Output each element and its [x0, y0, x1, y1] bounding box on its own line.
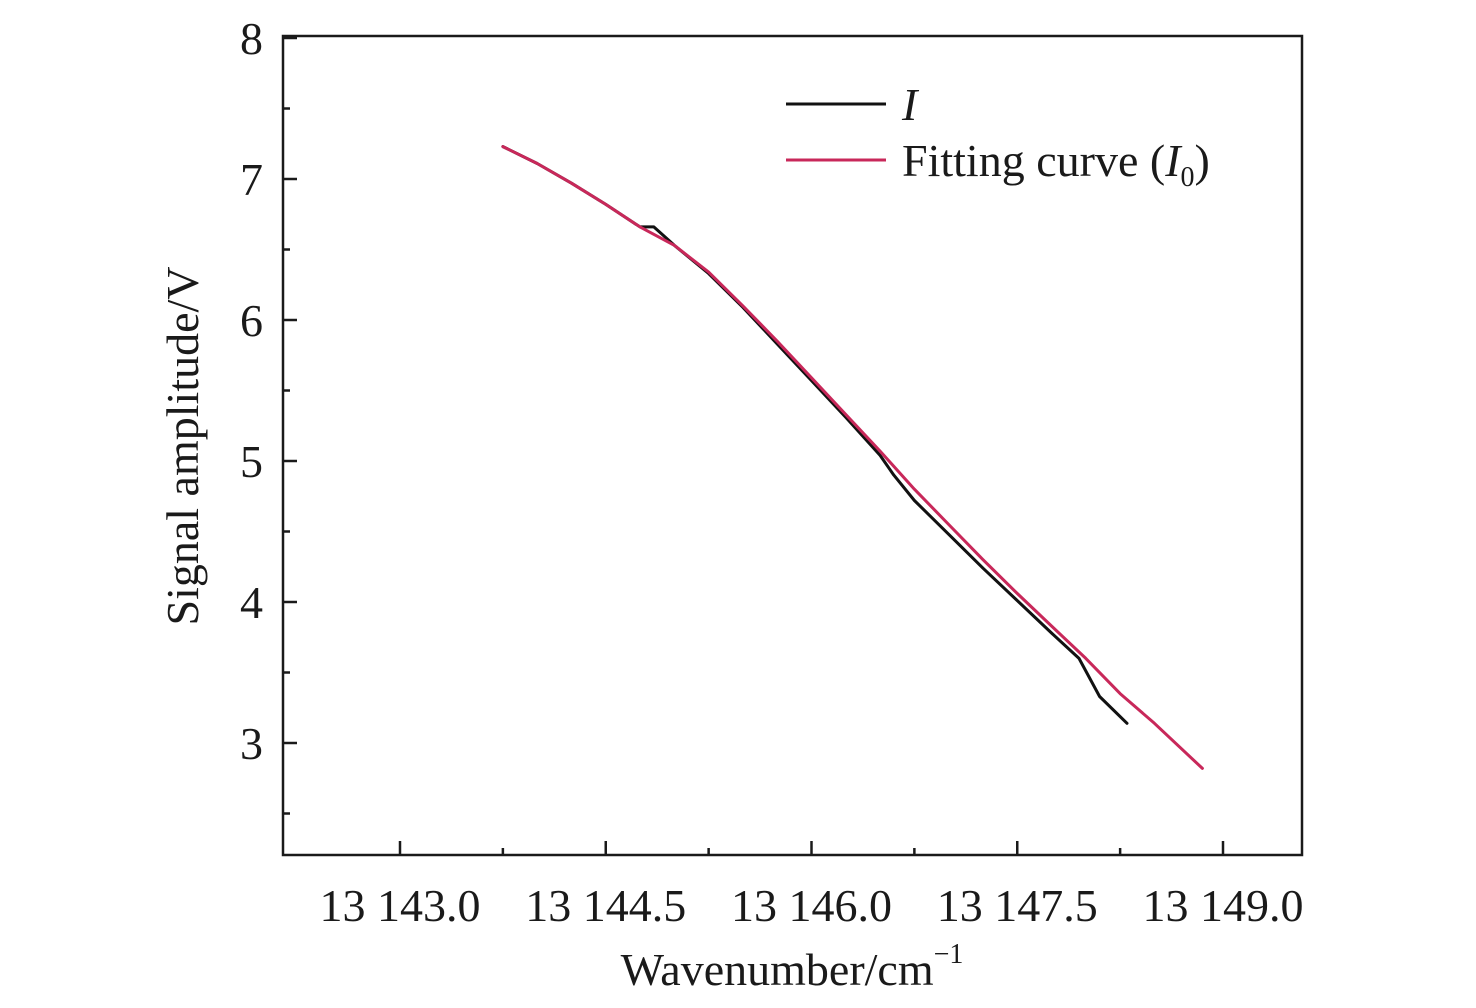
legend-label-fit-symbol: I: [1164, 135, 1183, 186]
x-tick-label: 13 147.5: [937, 880, 1098, 931]
legend-label-fit-subscript: 0: [1181, 162, 1195, 193]
x-axis-title-exponent: −1: [934, 939, 964, 970]
y-tick-label: 7: [240, 154, 263, 205]
x-axis-title-base: Wavenumber/cm: [621, 944, 934, 995]
legend-label-fit-name: Fitting curve: [902, 135, 1138, 186]
plot-frame: [281, 34, 1304, 857]
legend: I Fitting curve (I0): [786, 79, 1210, 193]
x-tick-label: 13 144.5: [525, 880, 686, 931]
legend-label-fit-close: ): [1195, 135, 1210, 186]
y-tick-label: 3: [240, 718, 263, 769]
series-lines: [501, 145, 1204, 770]
legend-label-I: I: [901, 79, 920, 130]
y-tick-label: 4: [240, 577, 263, 628]
legend-label-fit: Fitting curve (I0): [902, 135, 1210, 193]
tick-labels: 13 143.0 13 144.5 13 146.0 13 147.5 13 149.0…: [240, 13, 1304, 931]
y-tick-label: 5: [240, 436, 263, 487]
y-axis-title: Signal amplitude/V: [157, 266, 208, 625]
x-tick-label: 13 143.0: [320, 880, 481, 931]
x-tick-label: 13 149.0: [1143, 880, 1304, 931]
y-tick-label: 6: [240, 295, 263, 346]
legend-label-fit-open: (: [1138, 135, 1165, 186]
y-tick-label: 8: [240, 13, 263, 64]
series-line-I: [501, 145, 1129, 725]
x-tick-label: 13 146.0: [731, 880, 892, 931]
x-axis-title: Wavenumber/cm−1: [621, 939, 964, 995]
series-line-fit: [501, 145, 1204, 770]
